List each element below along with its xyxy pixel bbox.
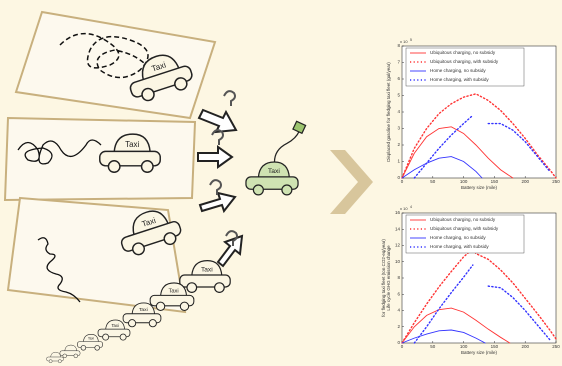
- x-tick-label: 200: [521, 344, 529, 349]
- big-arrow: [330, 150, 373, 214]
- y-tick-label: 2: [397, 142, 400, 147]
- x-tick-label: 50: [430, 344, 436, 349]
- y-tick-label: 10: [395, 259, 401, 264]
- legend-label: Ubiquitous charging, no subsidy: [430, 50, 496, 55]
- y-tick-label: 4: [397, 308, 400, 313]
- x-tick-label: 100: [460, 344, 468, 349]
- taxi-label: Taxi: [168, 288, 178, 294]
- x-axis-label: Battery size (mile): [461, 185, 498, 190]
- x-axis-label: Battery size (mile): [461, 350, 498, 355]
- y-tick-label: 8: [397, 275, 400, 280]
- y-tick-label: 6: [397, 76, 400, 81]
- multiplier-exponent: 5: [410, 38, 412, 42]
- y-axis-label: for fledging taxi fleet (ton CO2-eq/year…: [381, 239, 386, 317]
- legend-label: Home charging, no subsidy: [430, 68, 486, 73]
- taxi-label: Taxi: [139, 307, 148, 313]
- taxi-label: Taxi: [268, 168, 281, 175]
- legend-label: Home charging, no subsidy: [430, 235, 486, 240]
- legend-label: Ubiquitous charging, with subsidy: [430, 226, 499, 231]
- legend-label: Home charging, with subsidy: [430, 77, 489, 82]
- multiplier-base: x 10: [400, 39, 408, 44]
- taxi: Taxi: [77, 334, 102, 350]
- electric-taxi: Taxi: [246, 121, 306, 195]
- x-tick-label: 150: [491, 344, 499, 349]
- y-tick-label: 12: [395, 243, 401, 248]
- y-tick-label: 2: [397, 324, 400, 329]
- x-tick-label: 50: [430, 179, 436, 184]
- y-tick-label: 6: [397, 291, 400, 296]
- x-tick-label: 250: [552, 344, 560, 349]
- taxi-label: Taxi: [201, 266, 213, 273]
- scene-panel: [16, 12, 215, 118]
- legend-label: Ubiquitous charging, with subsidy: [430, 59, 499, 64]
- y-tick-label: 7: [397, 60, 400, 65]
- y-tick-label: 4: [397, 109, 400, 114]
- taxi-label: Taxi: [125, 140, 139, 149]
- taxi-label: Taxi: [88, 337, 94, 341]
- y-tick-label: 1: [397, 159, 400, 164]
- legend-label: Ubiquitous charging, no subsidy: [430, 217, 496, 222]
- x-tick-label: 100: [460, 179, 468, 184]
- x-tick-label: 250: [552, 179, 560, 184]
- multiplier-base: x 10: [400, 206, 408, 211]
- legend-label: Home charging, with subsidy: [430, 244, 489, 249]
- graphical-abstract: Taxi Taxi Taxi Taxi Taxi Taxi Taxi Taxi …: [0, 0, 562, 366]
- taxi-label: Taxi: [111, 323, 118, 328]
- y-tick-label: 14: [395, 226, 401, 231]
- y-tick-label: 3: [397, 126, 400, 131]
- x-tick-label: 200: [521, 179, 529, 184]
- y-axis-label: Life cycle GHG emission change: [386, 245, 391, 311]
- x-tick-label: 0: [401, 179, 404, 184]
- x-tick-label: 0: [401, 344, 404, 349]
- x-tick-label: 150: [491, 179, 499, 184]
- taxi: [60, 345, 80, 358]
- multiplier-exponent: 4: [410, 205, 412, 209]
- y-axis-label: Displaced gasoline for fledging taxi fle…: [386, 62, 391, 162]
- y-tick-label: 5: [397, 93, 400, 98]
